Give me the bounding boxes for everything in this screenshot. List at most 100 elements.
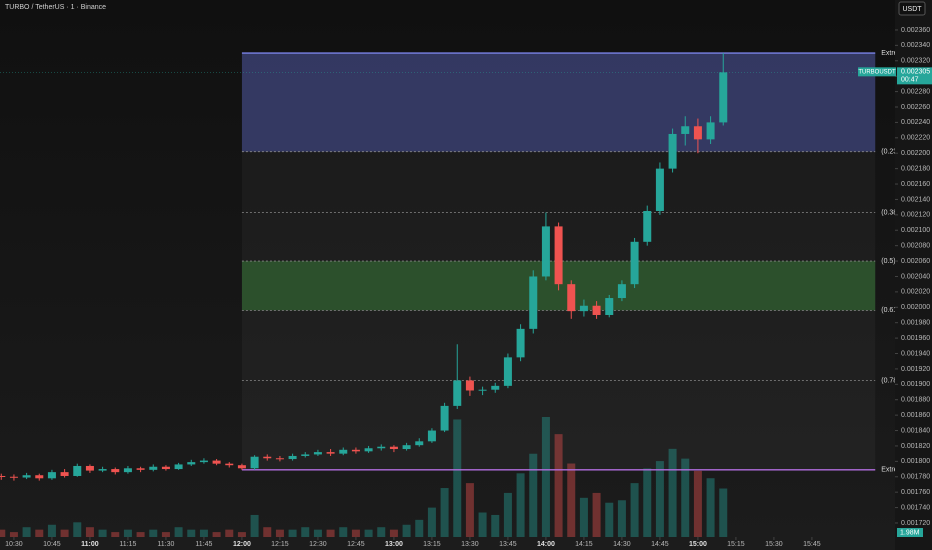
x-tick-label: 14:00: [537, 541, 555, 548]
x-tick-label: 11:15: [119, 541, 136, 548]
x-tick-label: 12:15: [271, 541, 289, 548]
candle-body: [123, 468, 132, 473]
y-tick-label: 0.002060: [901, 258, 930, 265]
candle-body: [579, 305, 588, 312]
candle-body: [22, 475, 31, 478]
volume-badge-label: 1.98M: [900, 529, 920, 536]
volume-bar: [0, 529, 6, 537]
price-axis: [895, 0, 932, 550]
candle-body: [98, 469, 107, 471]
candle-body: [351, 449, 360, 452]
y-tick-label: 0.001820: [901, 443, 930, 450]
candle-body: [554, 226, 563, 285]
candle-body: [47, 472, 56, 479]
candle-body: [149, 466, 158, 470]
candle-body: [313, 452, 322, 455]
volume-bar: [35, 529, 44, 537]
candle-body: [187, 462, 196, 465]
volume-badge: [897, 528, 923, 537]
y-tick-label: 0.002140: [901, 196, 930, 203]
candle-body: [9, 476, 18, 478]
y-tick-label: 0.002220: [901, 135, 930, 142]
volume-bar: [73, 522, 82, 537]
x-tick-label: 14:15: [575, 541, 593, 548]
x-tick-label: 15:45: [803, 541, 821, 548]
candle-body: [364, 448, 373, 452]
y-tick-label: 0.001760: [901, 489, 930, 496]
y-tick-label: 0.002080: [901, 243, 930, 250]
y-tick-label: 0.002240: [901, 119, 930, 126]
candle-body: [35, 475, 44, 479]
candle-body: [453, 380, 462, 406]
candle-body: [541, 226, 550, 277]
y-tick-label: 0.002260: [901, 104, 930, 111]
candle-body: [719, 72, 728, 123]
x-tick-label: 12:00: [233, 541, 251, 548]
x-tick-label: 13:00: [385, 541, 403, 548]
y-tick-label: 0.002120: [901, 212, 930, 219]
candle-body: [681, 126, 690, 134]
candle-body: [402, 445, 411, 450]
y-tick-label: 0.002000: [901, 304, 930, 311]
volume-bar: [465, 483, 474, 537]
candle-body: [339, 449, 348, 454]
candle-body: [136, 468, 145, 470]
y-tick-label: 0.002020: [901, 289, 930, 296]
volume-bar: [263, 527, 272, 537]
y-tick-label: 0.002040: [901, 273, 930, 280]
candle-body: [237, 465, 246, 469]
countdown-label: 00:47: [901, 77, 919, 84]
volume-bar: [643, 468, 652, 537]
volume-bar: [453, 419, 462, 537]
y-tick-label: 0.002360: [901, 27, 930, 34]
y-tick-label: 0.001840: [901, 427, 930, 434]
price-badge: [897, 67, 932, 85]
candle-body: [199, 460, 208, 463]
volume-bar: [592, 492, 601, 537]
currency-button[interactable]: [898, 1, 926, 16]
chart-title: TURBO / TetherUS · 1 · Binance: [5, 4, 106, 11]
x-tick-label: 15:30: [765, 541, 783, 548]
x-tick-label: 10:45: [43, 541, 61, 548]
candle-body: [693, 126, 702, 140]
volume-bar: [389, 529, 398, 537]
x-tick-label: 11:45: [195, 541, 212, 548]
candle-body: [478, 389, 487, 391]
volume-bar: [554, 434, 563, 537]
x-tick-label: 10:30: [5, 541, 23, 548]
x-tick-label: 13:30: [461, 541, 479, 548]
volume-bar: [579, 497, 588, 537]
volume-bar: [111, 532, 120, 537]
symbol-label: TURBOUSDT: [858, 69, 896, 75]
candle-body: [73, 465, 82, 476]
candle-body: [427, 430, 436, 442]
volume-bar: [427, 507, 436, 537]
candle-body: [60, 472, 69, 476]
y-tick-label: 0.001780: [901, 474, 930, 481]
x-tick-label: 11:00: [81, 541, 99, 548]
x-tick-label: 13:15: [423, 541, 441, 548]
candle-body: [389, 446, 398, 450]
x-tick-label: 15:00: [689, 541, 707, 548]
y-tick-label: 0.002280: [901, 88, 930, 95]
volume-bar: [668, 448, 677, 537]
volume-bar: [351, 529, 360, 537]
x-tick-label: 12:30: [309, 541, 327, 548]
candle-body: [85, 465, 94, 471]
x-tick-label: 14:30: [613, 541, 631, 548]
volume-bar: [174, 527, 183, 537]
volume-bar: [339, 527, 348, 537]
volume-bar: [161, 532, 170, 537]
y-tick-label: 0.001860: [901, 412, 930, 419]
volume-bar: [199, 529, 208, 537]
candle-body: [111, 469, 120, 473]
volume-bar: [706, 478, 715, 537]
volume-bar: [440, 488, 449, 537]
volume-bar: [250, 514, 259, 537]
candle-body: [440, 405, 449, 431]
volume-bar: [275, 529, 284, 537]
currency-label[interactable]: USDT: [902, 6, 922, 13]
volume-bar: [377, 527, 386, 537]
x-tick-label: 14:45: [651, 541, 669, 548]
